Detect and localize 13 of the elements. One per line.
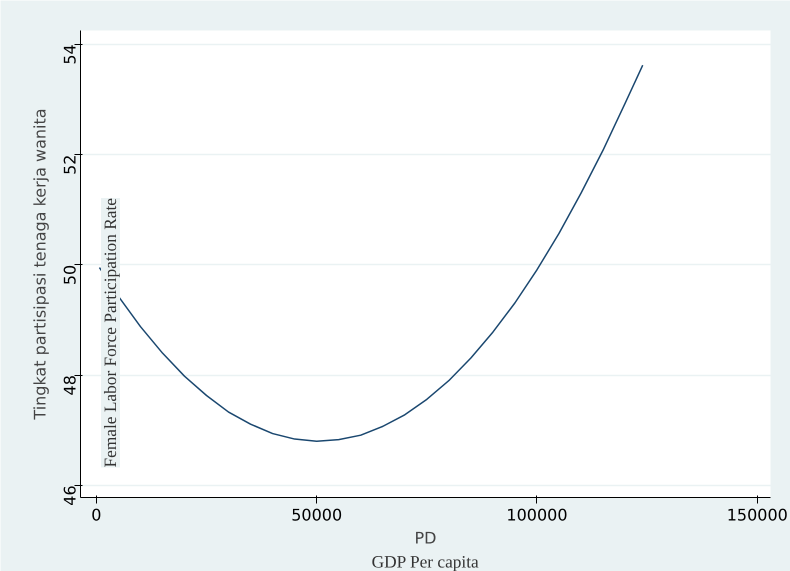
x-tick-label: 50000 (291, 506, 342, 524)
text: GDP Per capita (372, 552, 480, 571)
annotation: Female Labor Force Participation Rate (101, 198, 120, 468)
y-tick-label: 48 (60, 375, 80, 396)
x-tick-label: 0 (91, 506, 102, 524)
x-tick-label: 100000 (506, 506, 568, 524)
y-tick-label: 52 (60, 154, 80, 175)
x-tick-label: 150000 (726, 506, 788, 524)
y-tick-label: 46 (60, 485, 80, 506)
y-tick-label: 50 (60, 264, 80, 286)
y-axis-title: Tingkat partisipasi tenaga kerja wanita (30, 108, 50, 421)
x-axis-title: PD (414, 528, 436, 548)
y-tick-label: 54 (60, 44, 80, 65)
